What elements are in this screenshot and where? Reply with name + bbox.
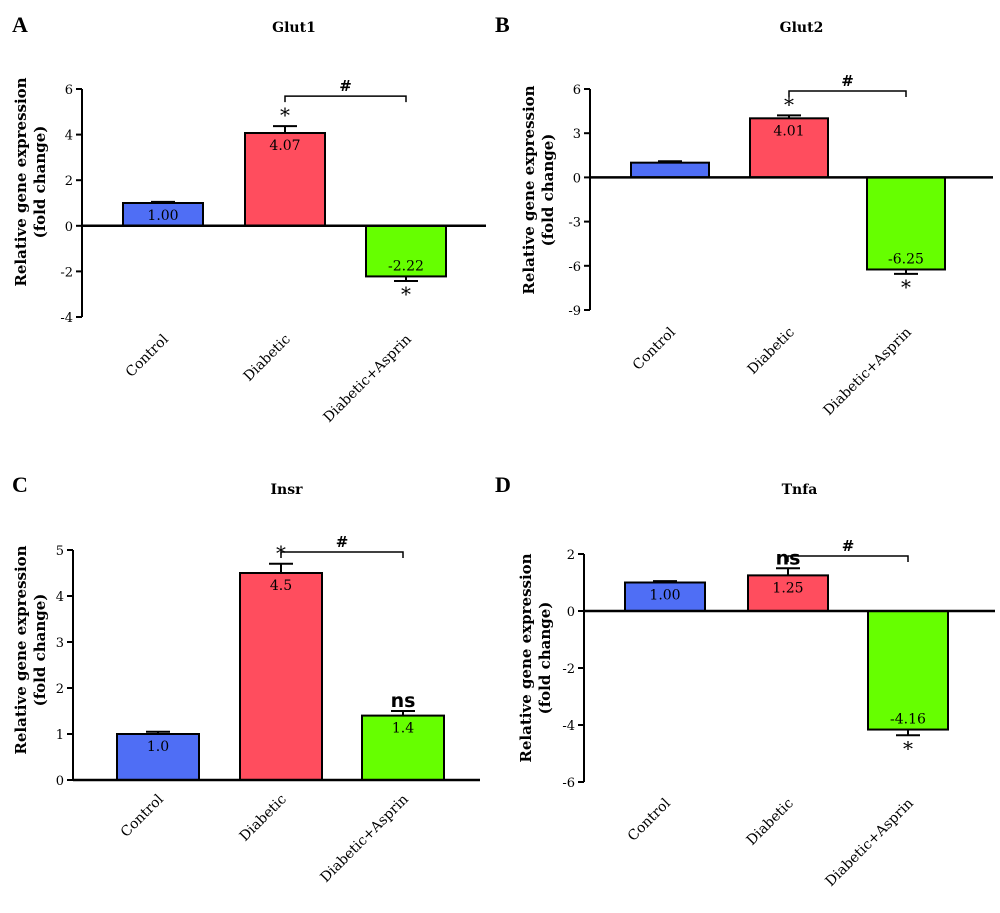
chart-tnfa: Tnfa Relative gene expression(fold change… (517, 482, 995, 890)
comparison-symbol: # (842, 537, 855, 555)
y-axis-label-line: Relative gene expression (12, 545, 30, 754)
data-label: 1.00 (649, 588, 680, 604)
significance-mark: * (901, 275, 911, 299)
y-tick-label: 6 (65, 83, 73, 98)
category-label: Control (123, 331, 172, 380)
data-label: 1.0 (147, 739, 169, 755)
y-axis-label: Relative gene expression(fold change) (12, 77, 49, 286)
panel-letter-c: C (12, 472, 28, 497)
y-tick-label: -9 (568, 304, 581, 319)
comparison-symbol: # (841, 72, 854, 90)
y-tick-label: 2 (65, 174, 73, 189)
y-tick-label: -6 (568, 260, 581, 275)
data-label: -6.25 (888, 251, 924, 267)
y-axis-label: Relative gene expression(fold change) (517, 553, 554, 762)
y-tick-label: 1 (56, 728, 64, 743)
bar (867, 610, 949, 731)
category-label: Control (630, 324, 679, 373)
y-tick-label: -2 (562, 662, 575, 677)
bar (244, 132, 326, 227)
y-axis-label-line: (fold change) (31, 594, 49, 707)
category-label: Diabetic (237, 791, 290, 844)
comparison-bracket (787, 555, 909, 562)
y-tick-label: 2 (567, 548, 575, 563)
y-tick-label: 4 (65, 129, 73, 144)
y-tick-label: -2 (60, 265, 73, 280)
comparison-symbol: # (336, 533, 349, 551)
y-axis-label-line: (fold change) (31, 126, 49, 239)
comparison-bracket (788, 90, 907, 97)
data-label: 1.00 (147, 208, 178, 224)
chart-title: Glut2 (780, 20, 824, 36)
chart-insr: Insr Relative gene expression(fold change… (12, 482, 480, 886)
y-tick-label: -4 (562, 719, 575, 734)
category-label: Diabetic (744, 795, 797, 848)
y-tick-label: 0 (56, 774, 64, 789)
category-label: Diabetic+Asprin (317, 792, 411, 886)
panel-letter-a: A (12, 12, 28, 37)
category-label: Diabetic (241, 331, 294, 384)
chart-title: Insr (271, 482, 304, 498)
panel-letter-d: D (495, 472, 511, 497)
category-label: Diabetic+Asprin (320, 332, 414, 426)
significance-mark: * (280, 103, 290, 127)
category-label: Diabetic+Asprin (822, 796, 916, 890)
bar (624, 581, 706, 612)
significance-mark: * (401, 282, 411, 306)
y-tick-label: -3 (568, 216, 581, 231)
panel-letter-b: B (495, 12, 510, 37)
chart-title: Tnfa (782, 482, 818, 498)
comparison-bracket (284, 95, 407, 103)
bar (630, 161, 710, 179)
y-tick-label: 3 (56, 636, 64, 651)
category-label: Control (625, 795, 674, 844)
comparison-bracket (280, 551, 404, 558)
y-axis-label-line: (fold change) (539, 134, 557, 247)
comparison-symbol: # (339, 77, 352, 95)
data-label: 1.4 (392, 721, 414, 737)
category-label: Diabetic (745, 324, 798, 377)
data-label: -4.16 (890, 712, 926, 728)
y-tick-label: 3 (573, 127, 581, 142)
bar (239, 572, 323, 781)
chart-glut1: Glut1 Relative gene expression(fold chang… (12, 20, 486, 426)
y-tick-label: 2 (56, 682, 64, 697)
y-tick-label: 6 (573, 83, 581, 98)
y-tick-label: 5 (56, 544, 64, 559)
data-label: 1.25 (772, 580, 803, 596)
y-axis-label-line: Relative gene expression (517, 553, 535, 762)
y-axis-label-line: Relative gene expression (520, 85, 538, 294)
significance-mark: * (784, 92, 794, 116)
y-axis-label: Relative gene expression(fold change) (12, 545, 49, 754)
y-tick-label: 4 (56, 590, 64, 605)
y-axis-label-line: Relative gene expression (12, 77, 30, 286)
y-tick-label: 0 (573, 171, 581, 186)
chart-glut2: Glut2 Relative gene expression(fold chang… (520, 20, 993, 419)
chart-title: Glut1 (272, 20, 316, 36)
y-tick-label: -6 (562, 776, 575, 791)
data-label: 4.07 (269, 138, 300, 154)
data-label: -2.22 (388, 258, 424, 274)
y-axis-label-line: (fold change) (536, 602, 554, 715)
y-tick-label: 0 (567, 605, 575, 620)
y-axis-label: Relative gene expression(fold change) (520, 85, 557, 294)
y-tick-label: 0 (65, 220, 73, 235)
category-label: Diabetic+Asprin (820, 325, 914, 419)
data-label: 4.01 (773, 123, 804, 139)
data-label: 4.5 (270, 578, 292, 594)
bar (365, 224, 447, 278)
category-label: Control (118, 791, 167, 840)
y-tick-label: -4 (60, 311, 73, 326)
significance-mark: * (903, 736, 913, 760)
significance-mark: ns (391, 690, 416, 712)
